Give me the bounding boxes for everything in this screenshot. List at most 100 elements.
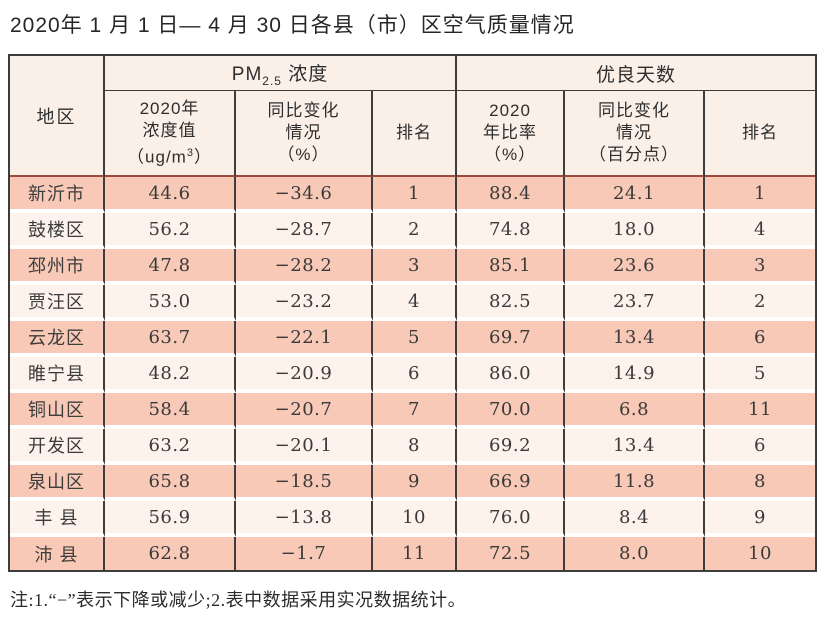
cell-pm-value: 63.2 (105, 429, 236, 466)
unit-post: ） (193, 147, 212, 167)
cell-region: 云龙区 (10, 321, 105, 358)
cell-good-ratio: 72.5 (457, 537, 566, 571)
header-line: （%） (483, 145, 537, 165)
header-good-change: 同比变化 情况 （百分点） (565, 91, 706, 178)
header-pm-concentration: 2020年 浓度值 （ug/m3） (105, 91, 236, 178)
header-pm-rank: 排名 (373, 91, 458, 178)
header-line: 浓度值 (142, 120, 197, 140)
cell-good-rank: 11 (705, 393, 815, 430)
cell-pm-change: −20.1 (236, 429, 373, 466)
cell-pm-rank: 11 (373, 537, 458, 571)
cell-region: 开发区 (10, 429, 105, 466)
cell-pm-rank: 7 (373, 393, 458, 430)
cell-pm-value: 56.2 (105, 213, 236, 250)
header-region: 地区 (10, 56, 105, 178)
header-line-unit: （ug/m3） (105, 142, 234, 169)
cell-region: 邳州市 (10, 249, 105, 286)
table-body: 新沂市 44.6 −34.6 1 88.4 24.1 1 鼓楼区 56.2 −28.7 2 74.8 1… (10, 177, 815, 571)
header-good-ratio: 2020 年比率 （%） (457, 91, 566, 178)
pm25-label-base: PM (231, 63, 263, 85)
cell-good-rank: 3 (705, 249, 815, 286)
cell-pm-value: 65.8 (105, 465, 236, 502)
cell-good-rank: 1 (705, 177, 815, 214)
cell-good-rank: 8 (705, 465, 815, 502)
cell-pm-change: −23.2 (236, 285, 373, 322)
cell-pm-rank: 10 (373, 501, 458, 538)
cell-pm-change: −13.8 (236, 501, 373, 538)
cell-region: 睢宁县 (10, 357, 105, 394)
header-line: 同比变化 (598, 101, 671, 121)
footnote: 注:1.“−”表示下降或减少;2.表中数据采用实况数据统计。 (10, 590, 467, 611)
header-line: （%） (277, 145, 330, 165)
cell-good-ratio: 86.0 (457, 357, 566, 394)
header-line: 同比变化 (267, 101, 340, 121)
cell-region: 铜山区 (10, 393, 105, 430)
header-line: 年比率 (483, 123, 538, 143)
cell-pm-rank: 8 (373, 429, 458, 466)
cell-pm-rank: 4 (373, 285, 458, 322)
cell-good-ratio: 76.0 (457, 501, 566, 538)
cell-pm-change: −20.9 (236, 357, 373, 394)
cell-pm-change: −28.2 (236, 249, 373, 286)
header-line: 情况 (616, 123, 653, 143)
cell-pm-rank: 9 (373, 465, 458, 502)
table-row: 开发区 63.2 −20.1 8 69.2 13.4 6 (10, 429, 815, 466)
cell-pm-change: −20.7 (236, 393, 373, 430)
cell-good-ratio: 69.7 (457, 321, 566, 358)
cell-good-ratio: 88.4 (457, 177, 566, 214)
cell-good-rank: 4 (705, 213, 815, 250)
cell-good-rank: 6 (705, 321, 815, 358)
cell-good-change: 6.8 (565, 393, 706, 430)
pm25-subscript: 2.5 (262, 73, 282, 88)
cell-pm-value: 48.2 (105, 357, 236, 394)
table-row: 新沂市 44.6 −34.6 1 88.4 24.1 1 (10, 177, 815, 214)
header-pm-change: 同比变化 情况 （%） (236, 91, 373, 178)
air-quality-table: 地区 PM2.5 浓度 优良天数 2020年 浓度值 （ug/m3） 同比变化 … (8, 54, 817, 573)
cell-region: 贾汪区 (10, 285, 105, 322)
cell-good-change: 13.4 (565, 429, 706, 466)
cell-pm-value: 44.6 (105, 177, 236, 214)
cell-good-rank: 2 (705, 285, 815, 322)
cell-pm-change: −28.7 (236, 213, 373, 250)
cell-pm-rank: 5 (373, 321, 458, 358)
header-sub-row: 2020年 浓度值 （ug/m3） 同比变化 情况 （%） 排名 2020 年比… (10, 91, 815, 178)
header-group-row: 地区 PM2.5 浓度 优良天数 (10, 56, 815, 178)
pm25-label-rest: 浓度 (281, 63, 329, 85)
cell-good-change: 13.4 (565, 321, 706, 358)
cell-good-rank: 6 (705, 429, 815, 466)
page-title: 2020年 1 月 1 日— 4 月 30 日各县（市）区空气质量情况 (10, 14, 575, 37)
cell-pm-value: 56.9 (105, 501, 236, 538)
cell-pm-change: −22.1 (236, 321, 373, 358)
table-row: 铜山区 58.4 −20.7 7 70.0 6.8 11 (10, 393, 815, 430)
cell-pm-change: −1.7 (236, 537, 373, 571)
header-good-days-group: 优良天数 (457, 56, 815, 92)
table-row: 贾汪区 53.0 −23.2 4 82.5 23.7 2 (10, 285, 815, 322)
table-header: 地区 PM2.5 浓度 优良天数 2020年 浓度值 （ug/m3） 同比变化 … (10, 56, 815, 178)
cell-region: 泉山区 (10, 465, 105, 502)
cell-region: 新沂市 (10, 177, 105, 214)
cell-good-ratio: 66.9 (457, 465, 566, 502)
cell-region: 鼓楼区 (10, 213, 105, 250)
cell-good-change: 24.1 (565, 177, 706, 214)
cell-good-change: 8.4 (565, 501, 706, 538)
unit-superscript: 3 (186, 146, 194, 159)
cell-pm-rank: 6 (373, 357, 458, 394)
cell-good-change: 14.9 (565, 357, 706, 394)
table-row: 睢宁县 48.2 −20.9 6 86.0 14.9 5 (10, 357, 815, 394)
table-row: 泉山区 65.8 −18.5 9 66.9 11.8 8 (10, 465, 815, 502)
cell-good-rank: 5 (705, 357, 815, 394)
cell-pm-value: 47.8 (105, 249, 236, 286)
cell-region: 沛 县 (10, 537, 105, 571)
header-line: 2020 (489, 101, 531, 121)
header-line: （百分点） (589, 145, 680, 165)
header-line: 2020年 (139, 98, 200, 118)
cell-good-change: 18.0 (565, 213, 706, 250)
cell-good-rank: 10 (705, 537, 815, 571)
cell-good-rank: 9 (705, 501, 815, 538)
cell-pm-value: 63.7 (105, 321, 236, 358)
cell-pm-change: −34.6 (236, 177, 373, 214)
table-row: 沛 县 62.8 −1.7 11 72.5 8.0 10 (10, 537, 815, 571)
header-line: 情况 (285, 123, 322, 143)
cell-pm-rank: 3 (373, 249, 458, 286)
